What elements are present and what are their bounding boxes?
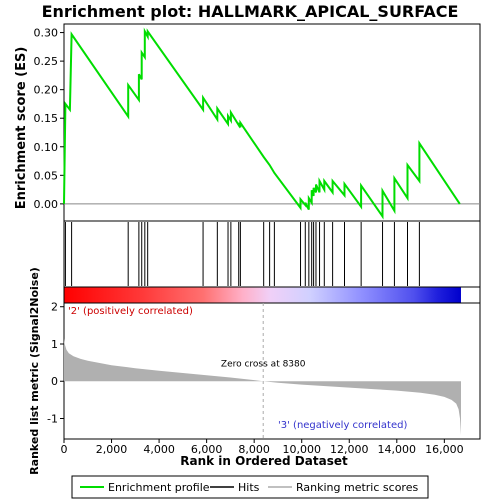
es-y-tick-label: 0.10 — [34, 141, 59, 154]
es-y-label: Enrichment score (ES) — [14, 47, 29, 210]
hits-panel-frame — [63, 220, 481, 288]
zero-cross-label: Zero cross at 8380 — [221, 359, 306, 369]
rank-x-tick-label: 16,000 — [425, 443, 464, 456]
es-panel-frame — [63, 23, 481, 222]
legend-profile-label: Enrichment profile — [108, 481, 210, 494]
metric-y-axis: 2 1 0 -1 — [47, 301, 64, 426]
chart-title: Enrichment plot: HALLMARK_APICAL_SURFACE — [42, 2, 459, 21]
es-y-tick-label: 0.15 — [34, 112, 59, 125]
rank-x-tick-label: 6,000 — [191, 443, 223, 456]
es-y-tick-label: 0.05 — [34, 169, 59, 182]
es-y-tick-label: 0.30 — [34, 27, 59, 40]
rank-x-tick-label: 8,000 — [238, 443, 270, 456]
legend-box — [71, 475, 429, 499]
positive-correlation-label: '2' (positively correlated) — [68, 306, 193, 317]
es-y-tick-label: 0.20 — [34, 84, 59, 97]
rank-x-tick-label: 10,000 — [282, 443, 321, 456]
rank-x-label: Rank in Ordered Dataset — [180, 454, 348, 468]
rank-x-tick-label: 2,000 — [96, 443, 128, 456]
es-y-tick-label: 0.00 — [34, 198, 59, 211]
negative-correlation-label: '3' (negatively correlated) — [278, 420, 407, 431]
rank-x-axis: 0 2,000 4,000 6,000 8,000 10,000 12,000 14,000 1… — [61, 439, 464, 456]
metric-y-tick-label: -1 — [47, 413, 58, 426]
metric-y-tick-label: 1 — [51, 338, 58, 351]
rank-x-tick-label: 0 — [61, 443, 68, 456]
rank-x-tick-label: 12,000 — [330, 443, 369, 456]
rank-x-tick-label: 14,000 — [378, 443, 417, 456]
ranking-metric-area — [64, 338, 461, 436]
enrichment-profile-line — [63, 27, 461, 220]
rank-x-tick-label: 4,000 — [143, 443, 175, 456]
es-y-axis: 0.30 0.25 0.20 0.15 0.10 0.05 0.00 — [34, 27, 64, 211]
legend-metric-label: Ranking metric scores — [296, 481, 418, 494]
es-y-tick-label: 0.25 — [34, 55, 59, 68]
hits-markers — [64, 222, 420, 286]
metric-y-label: Ranked list metric (Signal2Noise) — [28, 267, 41, 475]
legend-hits-label: Hits — [238, 481, 260, 494]
ranking-color-bar — [64, 287, 461, 303]
metric-y-tick-label: 2 — [51, 301, 58, 314]
metric-y-tick-label: 0 — [51, 375, 58, 388]
